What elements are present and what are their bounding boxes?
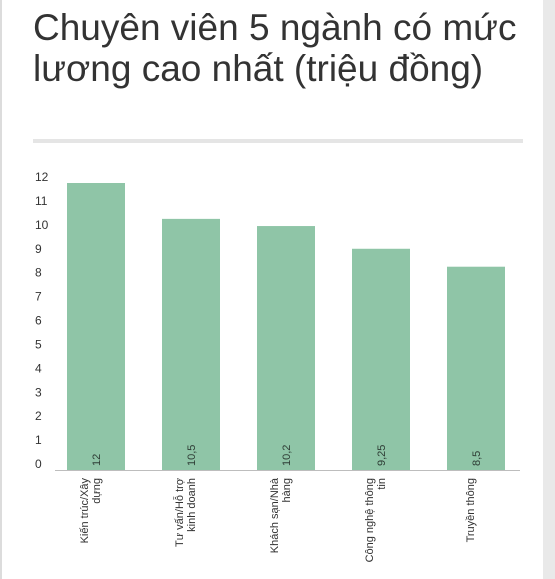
category-label: Truyền thông [465, 478, 477, 542]
y-tick-label: 5 [35, 337, 42, 351]
data-label: 10,5 [186, 445, 198, 466]
data-label: 12 [91, 454, 103, 466]
data-label: 8,5 [471, 451, 483, 466]
bar-4 [352, 248, 410, 470]
bar-3 [257, 226, 315, 470]
data-label: 10,2 [281, 445, 293, 466]
category-label: kinh doanh [186, 478, 198, 532]
category-label: Khách sạn/Nhà [269, 477, 281, 553]
y-tick-label: 4 [35, 361, 42, 375]
y-tick-label: 3 [35, 385, 42, 399]
category-label: Kiến trúc/Xây [79, 478, 91, 544]
category-label: Công nghệ thông [364, 478, 376, 562]
right-scroll-strip [543, 0, 555, 579]
y-tick-label: 11 [35, 194, 48, 208]
y-tick-label: 9 [35, 242, 42, 256]
category-label: tin [376, 478, 388, 490]
y-tick-label: 6 [35, 314, 42, 328]
chart-title: Chuyên viên 5 ngành có mức lương cao nhấ… [33, 7, 517, 89]
bar-5 [447, 266, 505, 470]
y-tick-label: 2 [35, 409, 42, 423]
data-label: 9,25 [376, 445, 388, 466]
bar-2 [162, 218, 220, 470]
category-label: dựng [91, 478, 103, 504]
category-label: hàng [281, 478, 293, 502]
y-tick-label: 1 [35, 433, 42, 447]
y-tick-label: 10 [35, 218, 49, 232]
left-edge-strip [0, 0, 2, 579]
y-tick-label: 0 [35, 457, 42, 471]
y-tick-label: 12 [35, 170, 49, 184]
bar-1 [67, 183, 125, 470]
y-tick-label: 8 [35, 266, 42, 280]
category-label: Tư vấn/Hỗ trợ [173, 478, 186, 547]
title-divider [33, 139, 523, 143]
y-tick-label: 7 [35, 290, 42, 304]
